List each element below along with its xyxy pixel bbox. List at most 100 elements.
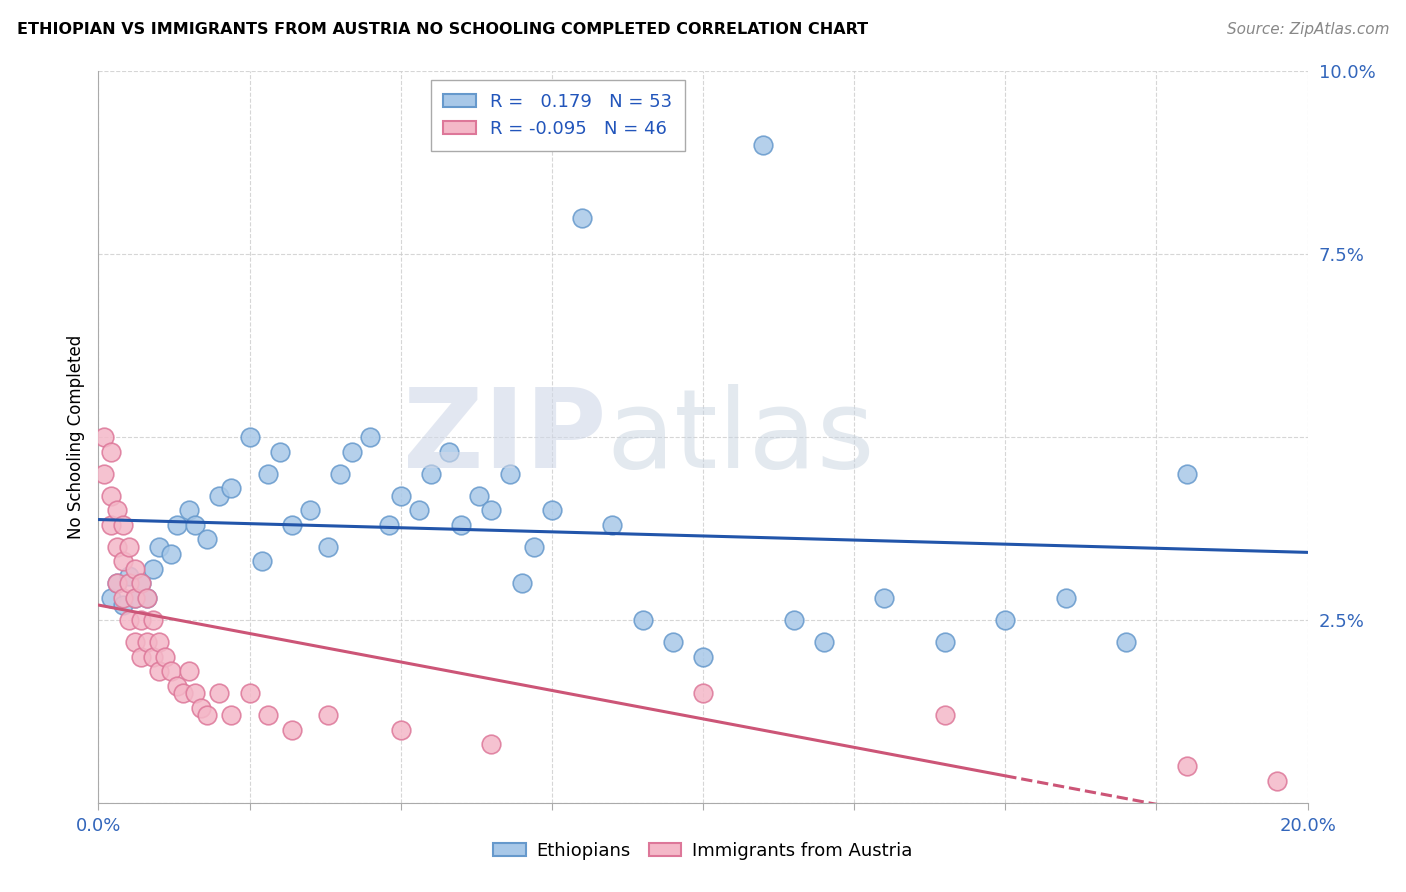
Point: [124, 562, 146, 576]
Point: [408, 503, 430, 517]
Point: [420, 467, 443, 481]
Point: [208, 489, 231, 503]
Point: [602, 517, 624, 532]
Point: [142, 649, 165, 664]
Point: [783, 613, 806, 627]
Point: [166, 679, 188, 693]
Point: [1175, 759, 1198, 773]
Point: [221, 708, 243, 723]
Text: ETHIOPIAN VS IMMIGRANTS FROM AUSTRIA NO SCHOOLING COMPLETED CORRELATION CHART: ETHIOPIAN VS IMMIGRANTS FROM AUSTRIA NO …: [17, 22, 868, 37]
Legend: Ethiopians, Immigrants from Austria: Ethiopians, Immigrants from Austria: [486, 835, 920, 867]
Point: [111, 517, 134, 532]
Point: [160, 664, 183, 678]
Point: [299, 503, 322, 517]
Point: [994, 613, 1017, 627]
Point: [342, 444, 364, 458]
Text: Source: ZipAtlas.com: Source: ZipAtlas.com: [1226, 22, 1389, 37]
Point: [135, 591, 157, 605]
Point: [93, 430, 115, 444]
Point: [498, 467, 520, 481]
Point: [142, 562, 165, 576]
Point: [166, 517, 188, 532]
Point: [510, 576, 533, 591]
Point: [481, 737, 503, 751]
Point: [148, 635, 170, 649]
Point: [111, 599, 134, 613]
Point: [540, 503, 562, 517]
Point: [195, 708, 218, 723]
Point: [316, 708, 339, 723]
Point: [239, 430, 262, 444]
Point: [377, 517, 399, 532]
Point: [813, 635, 835, 649]
Point: [179, 503, 201, 517]
Point: [281, 723, 304, 737]
Point: [571, 211, 593, 225]
Text: atlas: atlas: [606, 384, 875, 491]
Point: [269, 444, 291, 458]
Point: [148, 664, 170, 678]
Point: [256, 467, 278, 481]
Point: [316, 540, 339, 554]
Point: [329, 467, 352, 481]
Point: [360, 430, 382, 444]
Text: ZIP: ZIP: [404, 384, 606, 491]
Point: [118, 540, 141, 554]
Point: [129, 576, 152, 591]
Point: [160, 547, 183, 561]
Point: [105, 503, 128, 517]
Point: [1115, 635, 1137, 649]
Point: [468, 489, 491, 503]
Point: [118, 576, 141, 591]
Point: [692, 686, 714, 700]
Point: [661, 635, 683, 649]
Point: [129, 613, 152, 627]
Point: [631, 613, 654, 627]
Point: [523, 540, 546, 554]
Point: [221, 481, 243, 495]
Point: [153, 649, 176, 664]
Point: [184, 517, 207, 532]
Point: [934, 635, 956, 649]
Point: [250, 554, 273, 568]
Point: [692, 649, 714, 664]
Point: [450, 517, 472, 532]
Point: [118, 613, 141, 627]
Point: [1175, 467, 1198, 481]
Point: [148, 540, 170, 554]
Point: [142, 613, 165, 627]
Point: [873, 591, 896, 605]
Point: [256, 708, 278, 723]
Point: [118, 569, 141, 583]
Point: [135, 591, 157, 605]
Point: [208, 686, 231, 700]
Point: [481, 503, 503, 517]
Point: [124, 591, 146, 605]
Point: [100, 591, 122, 605]
Point: [934, 708, 956, 723]
Point: [239, 686, 262, 700]
Point: [190, 700, 212, 714]
Point: [172, 686, 194, 700]
Point: [184, 686, 207, 700]
Point: [389, 723, 412, 737]
Point: [105, 576, 128, 591]
Point: [124, 635, 146, 649]
Point: [100, 517, 122, 532]
Point: [111, 591, 134, 605]
Point: [124, 591, 146, 605]
Point: [100, 489, 122, 503]
Point: [129, 649, 152, 664]
Point: [389, 489, 412, 503]
Point: [129, 576, 152, 591]
Point: [752, 137, 775, 152]
Point: [100, 444, 122, 458]
Point: [135, 635, 157, 649]
Point: [93, 467, 115, 481]
Point: [105, 576, 128, 591]
Point: [1267, 773, 1289, 788]
Point: [111, 554, 134, 568]
Point: [281, 517, 304, 532]
Point: [179, 664, 201, 678]
Point: [105, 540, 128, 554]
